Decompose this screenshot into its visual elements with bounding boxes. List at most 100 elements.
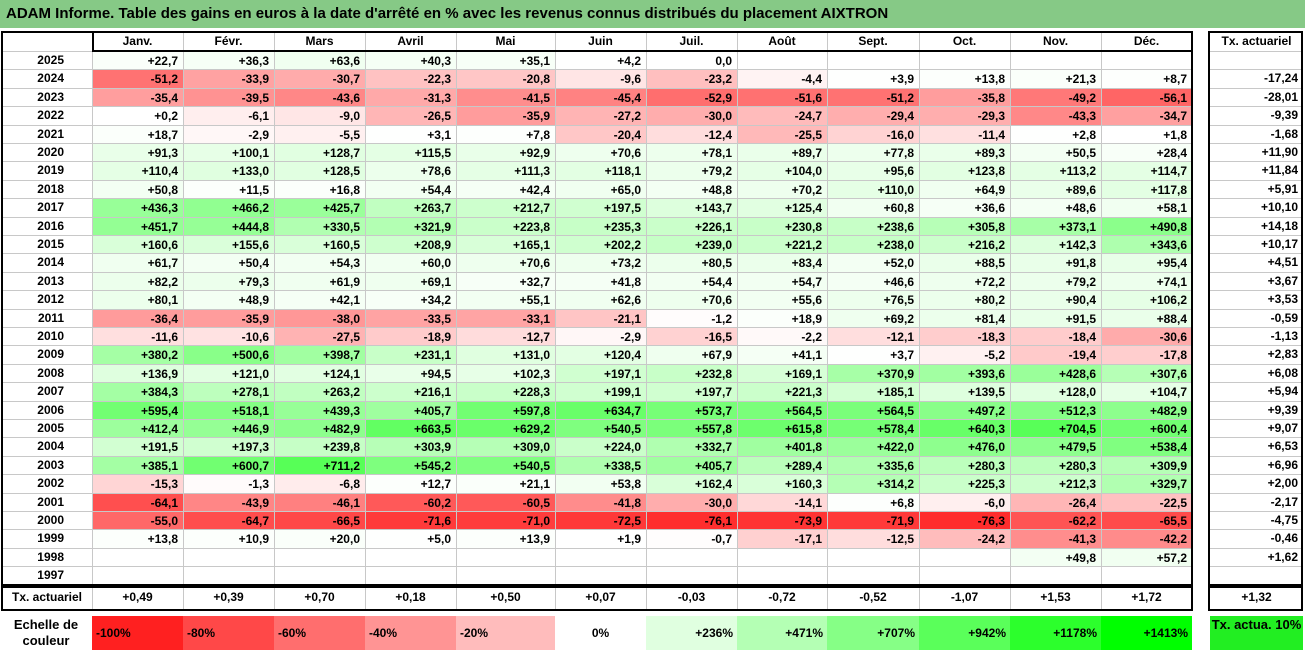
legend-swatch: +471% (737, 616, 827, 650)
grid-line (2, 271, 1192, 273)
table-cell: +280,3 (1010, 456, 1101, 475)
table-cell: +500,6 (183, 346, 274, 364)
grid-line (2, 69, 1192, 71)
table-cell: +199,1 (555, 383, 646, 401)
table-cell: +303,9 (365, 438, 456, 456)
table-cell: +36,3 (183, 52, 274, 70)
legend-swatch: +1413% (1101, 616, 1192, 650)
column-header: Nov. (1042, 34, 1069, 48)
table-cell: -76,1 (646, 512, 737, 530)
table-cell: +74,1 (1101, 272, 1192, 291)
table-cell: +95,4 (1101, 254, 1192, 272)
table-cell: +53,8 (555, 475, 646, 493)
table-cell: +55,1 (456, 291, 555, 309)
grid-line (2, 566, 1192, 568)
table-cell: +92,9 (456, 144, 555, 162)
table-cell: -72,5 (555, 512, 646, 530)
table-cell: +373,1 (1010, 217, 1101, 235)
rate-cell: +1,62 (1267, 549, 1298, 564)
grid-line (365, 32, 366, 609)
table-cell: -33,5 (365, 309, 456, 327)
table-cell: +21,1 (456, 475, 555, 493)
table-cell (555, 548, 646, 567)
table-cell (183, 548, 274, 567)
table-cell: -2,9 (183, 125, 274, 143)
grid-line (827, 32, 828, 609)
table-cell: +18,9 (737, 309, 827, 327)
legend-swatch: +707% (827, 616, 919, 650)
table-cell: -0,7 (646, 530, 737, 548)
table-cell: +20,0 (274, 530, 365, 548)
table-cell: +18,7 (92, 125, 183, 143)
table-cell: +48,6 (1010, 199, 1101, 217)
table-cell: +50,5 (1010, 144, 1101, 162)
table-cell: +338,5 (555, 456, 646, 475)
table-cell: +212,7 (456, 199, 555, 217)
rate-cell: +5,94 (1267, 384, 1298, 399)
grid-line (1101, 32, 1102, 609)
table-cell: +615,8 (737, 420, 827, 438)
grid-line (1210, 363, 1303, 365)
table-cell: -2,2 (737, 328, 827, 346)
grid-line (1210, 400, 1303, 402)
table-cell: -27,5 (274, 328, 365, 346)
table-cell: +221,2 (737, 236, 827, 254)
table-cell (92, 567, 183, 585)
table-cell: +82,2 (92, 272, 183, 291)
table-cell: +634,7 (555, 401, 646, 419)
footer-rate-cell: -1,07 (950, 589, 979, 604)
grid-line (1210, 124, 1303, 126)
table-cell: -18,4 (1010, 328, 1101, 346)
grid-line (2, 143, 1192, 144)
table-cell: -64,1 (92, 493, 183, 511)
table-cell: +165,1 (456, 236, 555, 254)
table-cell: +64,9 (919, 180, 1010, 199)
table-cell: +125,4 (737, 199, 827, 217)
table-cell: -26,4 (1010, 493, 1101, 511)
table-cell: +155,6 (183, 236, 274, 254)
table-frame (1208, 585, 1303, 611)
table-cell: +113,2 (1010, 162, 1101, 180)
table-cell: -1,2 (646, 309, 737, 327)
table-cell: -76,3 (919, 512, 1010, 530)
table-cell: +230,8 (737, 217, 827, 235)
grid-line (1210, 547, 1303, 549)
table-cell: +224,0 (555, 438, 646, 456)
table-cell: +80,2 (919, 291, 1010, 309)
grid-line (646, 32, 647, 609)
table-cell: +238,6 (827, 217, 919, 235)
row-year-label: 2007 (37, 384, 64, 399)
table-cell: +393,6 (919, 364, 1010, 383)
footer-rate-cell: +1,72 (1131, 589, 1162, 604)
table-cell: +160,6 (92, 236, 183, 254)
table-cell: -39,5 (183, 88, 274, 107)
row-year-label: 2025 (37, 53, 64, 67)
grid-line (1210, 511, 1303, 512)
grid-line (919, 32, 920, 609)
table-cell: +0,2 (92, 107, 183, 125)
column-header: Févr. (214, 34, 243, 48)
table-cell: -60,2 (365, 493, 456, 511)
table-cell: +232,8 (646, 364, 737, 383)
grid-line (2, 327, 1192, 328)
legend-swatch: 0% (555, 616, 646, 650)
footer-rate-cell: +0,49 (122, 589, 153, 604)
grid-line (2, 345, 1192, 347)
table-cell: +90,4 (1010, 291, 1101, 309)
row-year-label: 2011 (37, 310, 64, 325)
table-cell: -20,8 (456, 70, 555, 88)
table-cell: +88,5 (919, 254, 1010, 272)
table-cell (919, 52, 1010, 70)
row-year-label: 2012 (37, 292, 64, 307)
table-cell: +11,5 (183, 180, 274, 199)
table-cell: +60,8 (827, 199, 919, 217)
table-cell: -45,4 (555, 88, 646, 107)
table-cell: +81,4 (919, 309, 1010, 327)
table-cell: -52,9 (646, 88, 737, 107)
table-cell: +578,4 (827, 420, 919, 438)
table-cell: +289,4 (737, 456, 827, 475)
rate-cell: +2,83 (1267, 347, 1298, 362)
row-year-label: 2018 (37, 181, 64, 196)
grid-line (2, 363, 1192, 365)
row-year-label: 2022 (37, 108, 64, 123)
